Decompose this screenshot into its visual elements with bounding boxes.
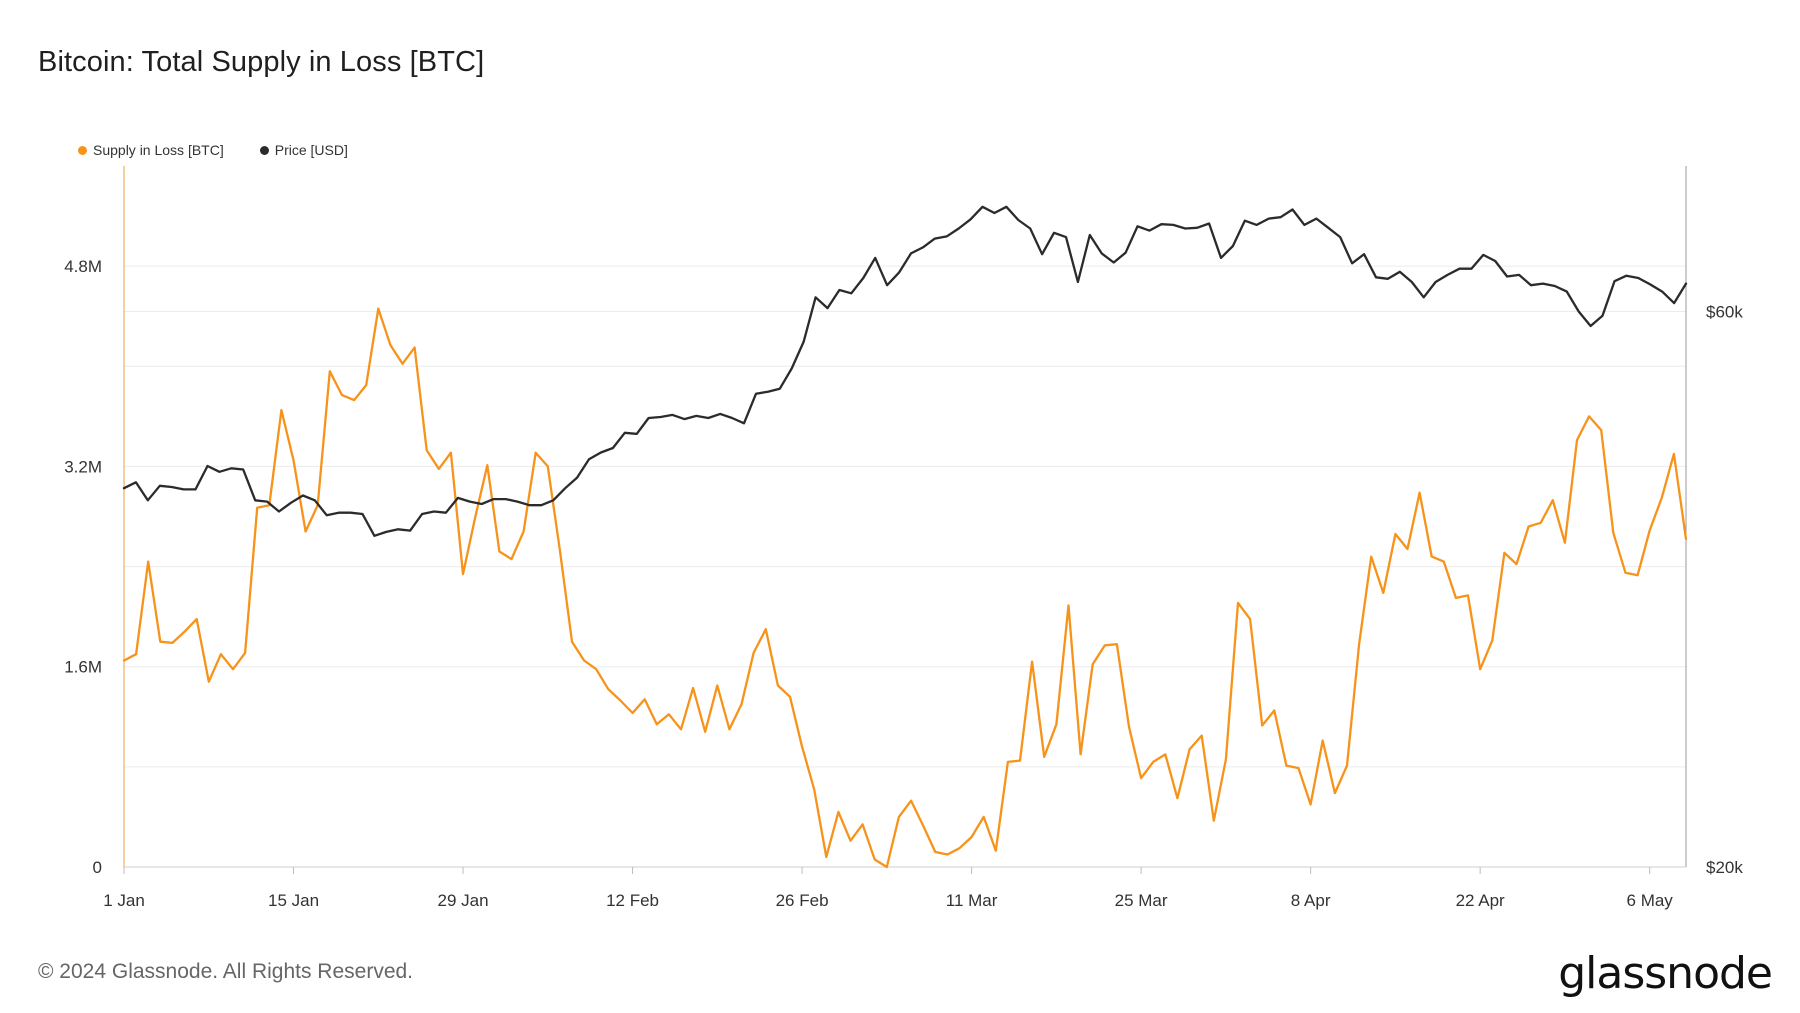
x-tick-label: 22 Apr bbox=[1456, 891, 1505, 910]
x-tick-label: 6 May bbox=[1627, 891, 1674, 910]
y-left-tick-label: 3.2M bbox=[64, 457, 102, 476]
y-left-tick-label: 1.6M bbox=[64, 658, 102, 677]
x-tick-label: 8 Apr bbox=[1291, 891, 1331, 910]
chart-legend: Supply in Loss [BTC] Price [USD] bbox=[78, 142, 348, 158]
copyright-text: © 2024 Glassnode. All Rights Reserved. bbox=[38, 960, 414, 983]
price-line bbox=[122, 205, 1688, 537]
x-tick-label: 25 Mar bbox=[1115, 891, 1168, 910]
legend-item-price[interactable]: Price [USD] bbox=[259, 142, 348, 158]
legend-label-price: Price [USD] bbox=[274, 142, 348, 158]
legend-dot-price bbox=[259, 145, 269, 155]
line-chart[interactable]: 0 1.6M 3.2M 4.8M $20k $60k 1 Jan 15 Jan 29 Jan 12… bbox=[0, 0, 1800, 940]
legend-item-supply[interactable]: Supply in Loss [BTC] bbox=[78, 142, 224, 158]
supply-in-loss-line bbox=[122, 307, 1688, 869]
x-tick-label: 1 Jan bbox=[103, 891, 145, 910]
x-tick-label: 15 Jan bbox=[268, 891, 319, 910]
x-tick-label: 11 Mar bbox=[946, 891, 998, 910]
y-left-tick-label: 4.8M bbox=[64, 257, 102, 276]
legend-label-supply: Supply in Loss [BTC] bbox=[93, 142, 224, 158]
legend-dot-supply bbox=[78, 145, 87, 155]
x-tick-label: 29 Jan bbox=[438, 891, 489, 910]
x-tick-label: 26 Feb bbox=[776, 891, 829, 910]
x-tick-label: 12 Feb bbox=[606, 891, 659, 910]
y-right-tick-label: $60k bbox=[1706, 302, 1743, 321]
y-right-tick-label: $20k bbox=[1706, 858, 1743, 877]
plot-area bbox=[124, 166, 1686, 867]
y-left-tick-label: 0 bbox=[93, 858, 102, 877]
brand-logo: glassnode bbox=[1558, 948, 1773, 999]
chart-title: Bitcoin: Total Supply in Loss [BTC] bbox=[38, 46, 485, 78]
